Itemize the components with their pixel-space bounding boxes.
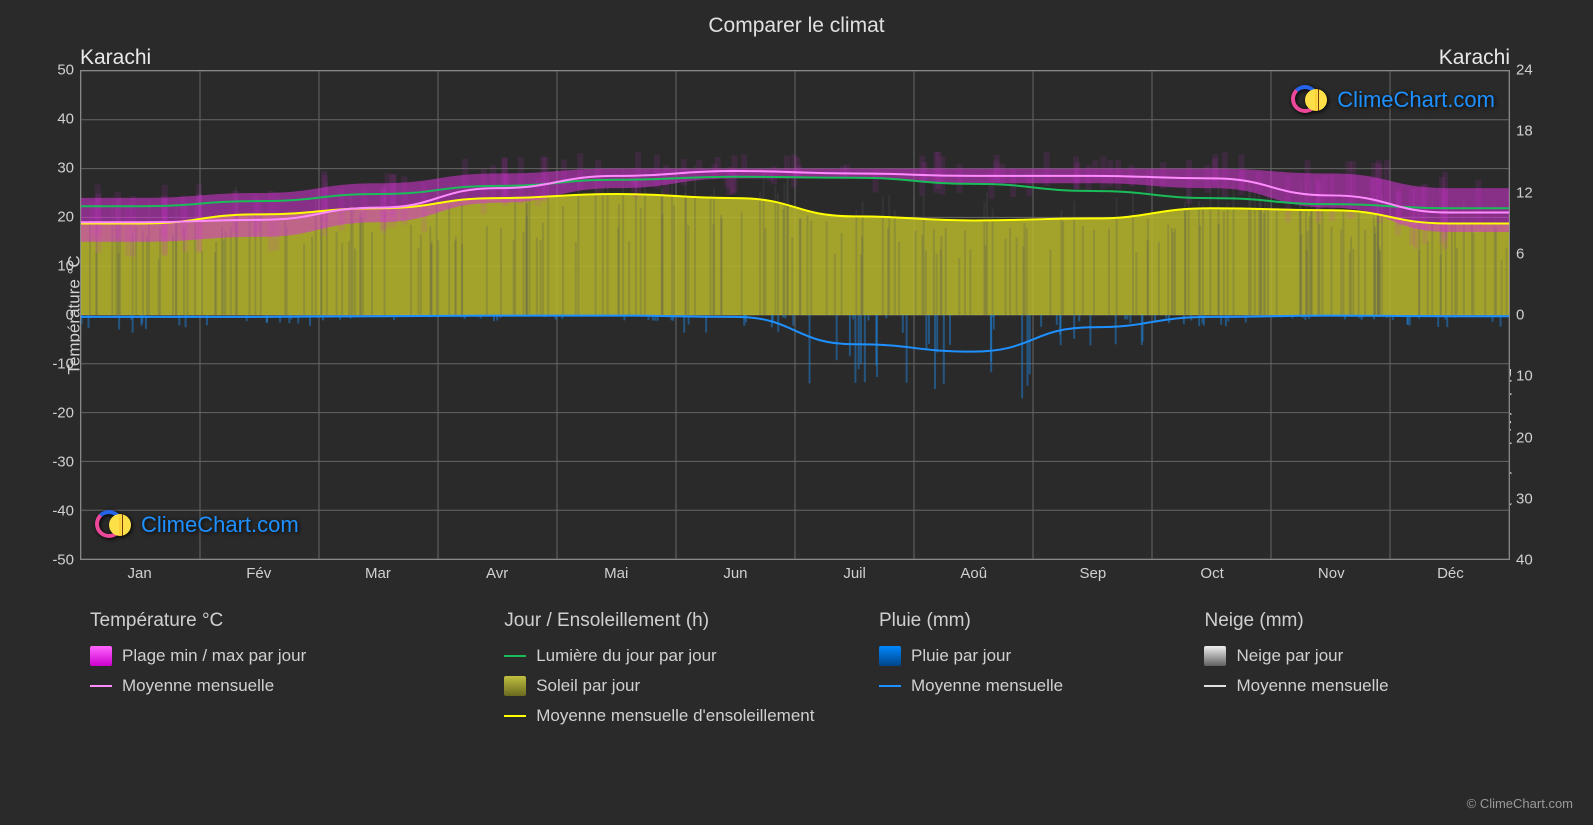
line-swatch-icon	[879, 685, 901, 687]
y-tick: 10	[57, 258, 74, 275]
page-title: Comparer le climat	[0, 0, 1593, 38]
line-swatch-icon	[90, 685, 112, 687]
y-tick: -20	[52, 405, 74, 422]
x-tick: Mai	[604, 565, 628, 582]
y-tick: 12	[1516, 184, 1533, 201]
legend-label: Moyenne mensuelle	[1236, 676, 1388, 696]
legend-col-sun: Jour / Ensoleillement (h) Lumière du jou…	[504, 610, 859, 726]
legend-title-sun: Jour / Ensoleillement (h)	[504, 610, 859, 632]
legend-title-snow: Neige (mm)	[1204, 610, 1510, 632]
line-swatch-icon	[504, 655, 526, 657]
legend-col-temp: Température °C Plage min / max par jour …	[90, 610, 484, 726]
y-tick: 0	[1516, 307, 1524, 324]
legend: Température °C Plage min / max par jour …	[90, 610, 1510, 726]
olive-swatch-icon	[504, 676, 526, 696]
x-tick: Sep	[1080, 565, 1107, 582]
y-tick: -30	[52, 454, 74, 471]
y-tick: 6	[1516, 245, 1524, 262]
legend-label: Plage min / max par jour	[122, 646, 306, 666]
y-tick: 50	[57, 62, 74, 79]
legend-label: Moyenne mensuelle	[911, 676, 1063, 696]
city-label-right: Karachi	[1439, 46, 1510, 70]
legend-label: Moyenne mensuelle	[122, 676, 274, 696]
y-tick: -10	[52, 356, 74, 373]
line-swatch-icon	[1204, 685, 1226, 687]
x-tick: Nov	[1318, 565, 1345, 582]
y-tick: -40	[52, 503, 74, 520]
x-tick: Jan	[127, 565, 151, 582]
y-tick: 30	[57, 160, 74, 177]
y-tick: 40	[57, 111, 74, 128]
x-tick: Déc	[1437, 565, 1464, 582]
x-tick: Mar	[365, 565, 391, 582]
city-label-left: Karachi	[80, 46, 151, 70]
x-tick: Aoû	[960, 565, 987, 582]
x-tick: Fév	[246, 565, 271, 582]
plot-area	[80, 70, 1510, 560]
legend-title-rain: Pluie (mm)	[879, 610, 1185, 632]
legend-label: Neige par jour	[1236, 646, 1343, 666]
y-tick: 30	[1516, 490, 1533, 507]
x-tick: Avr	[486, 565, 508, 582]
y-tick: 18	[1516, 123, 1533, 140]
y-tick: 24	[1516, 62, 1533, 79]
legend-col-rain: Pluie (mm) Pluie par jour Moyenne mensue…	[879, 610, 1185, 726]
x-tick: Jun	[723, 565, 747, 582]
y-tick: 10	[1516, 368, 1533, 385]
grey-swatch-icon	[1204, 646, 1226, 666]
magenta-swatch-icon	[90, 646, 112, 666]
legend-label: Lumière du jour par jour	[536, 646, 716, 666]
y-tick: 20	[1516, 429, 1533, 446]
legend-col-snow: Neige (mm) Neige par jour Moyenne mensue…	[1204, 610, 1510, 726]
x-tick: Juil	[843, 565, 866, 582]
legend-title-temp: Température °C	[90, 610, 484, 632]
legend-label: Pluie par jour	[911, 646, 1011, 666]
x-tick: Oct	[1200, 565, 1223, 582]
y-tick: 20	[57, 209, 74, 226]
y-tick: 40	[1516, 552, 1533, 569]
line-swatch-icon	[504, 715, 526, 717]
copyright-text: © ClimeChart.com	[1467, 796, 1573, 811]
blue-swatch-icon	[879, 646, 901, 666]
legend-label: Moyenne mensuelle d'ensoleillement	[536, 706, 814, 726]
y-tick: -50	[52, 552, 74, 569]
legend-label: Soleil par jour	[536, 676, 640, 696]
y-tick: 0	[66, 307, 74, 324]
climate-chart: Karachi Karachi Température °C Jour / En…	[80, 70, 1510, 560]
